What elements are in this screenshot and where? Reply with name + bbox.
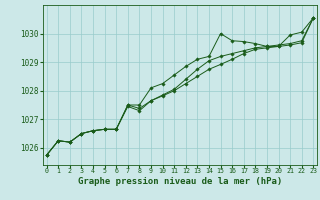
X-axis label: Graphe pression niveau de la mer (hPa): Graphe pression niveau de la mer (hPa)	[78, 177, 282, 186]
